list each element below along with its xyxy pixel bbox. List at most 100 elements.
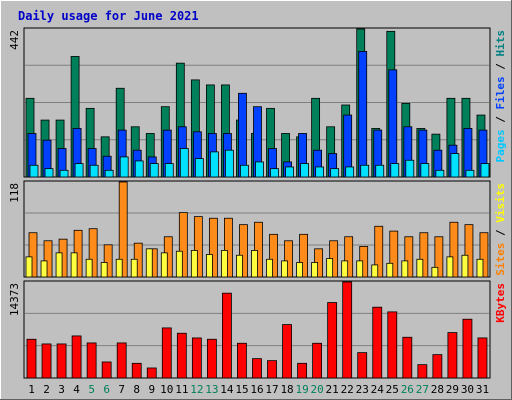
bar-sites-day-31 (476, 258, 484, 278)
bar-pages-day-20 (315, 166, 325, 178)
bar-visits-day-15 (239, 224, 248, 278)
bar-sites-day-16 (251, 250, 258, 278)
bar-kbytes-day-29 (447, 332, 458, 379)
bar-sites-day-8 (130, 258, 138, 278)
bar-pages-day-5 (89, 164, 99, 178)
visits-panel: 118 Sites / Visits (8, 180, 507, 278)
x-tick-label: 28 (431, 383, 444, 396)
bar-sites-day-20 (311, 262, 319, 278)
x-tick-label: 31 (476, 383, 489, 396)
bar-pages-day-30 (465, 169, 475, 178)
bar-pages-day-17 (270, 168, 279, 178)
bar-visits-day-1 (28, 232, 38, 278)
x-tick-label: 23 (356, 383, 369, 396)
bar-kbytes-day-11 (176, 332, 187, 379)
bar-kbytes-day-22 (342, 281, 353, 379)
bar-sites-day-23 (356, 260, 364, 278)
x-tick-label: 30 (461, 383, 474, 396)
bar-visits-day-5 (88, 228, 98, 278)
bar-visits-day-24 (374, 225, 384, 278)
x-tick-label: 15 (235, 383, 248, 396)
bar-kbytes-day-18 (282, 324, 292, 379)
bar-pages-day-3 (59, 169, 69, 178)
bar-sites-day-9 (145, 248, 153, 278)
legend-entry-hits: Hits (494, 30, 507, 57)
x-tick-label: 9 (148, 383, 155, 396)
bar-kbytes-day-10 (161, 327, 172, 379)
bar-pages-day-2 (44, 168, 54, 178)
bar-pages-day-14 (225, 149, 234, 178)
bar-pages-day-28 (435, 169, 445, 178)
y-max-label: 442 (8, 30, 21, 50)
bar-pages-day-22 (345, 166, 355, 178)
bar-visits-day-29 (449, 221, 459, 278)
bar-visits-day-28 (434, 236, 444, 278)
bar-visits-day-16 (254, 221, 263, 278)
bar-pages-day-29 (450, 153, 460, 178)
bar-sites-day-13 (205, 254, 213, 278)
y-max-label: 118 (8, 183, 21, 203)
bar-kbytes-day-12 (191, 337, 202, 379)
bar-sites-day-18 (281, 260, 288, 278)
bar-sites-day-29 (446, 256, 454, 278)
x-tick-label: 25 (386, 383, 399, 396)
x-tick-label: 16 (250, 383, 263, 396)
x-tick-label: 29 (446, 383, 459, 396)
bar-kbytes-day-6 (101, 361, 112, 379)
x-tick-label: 13 (205, 383, 218, 396)
bar-kbytes-day-20 (312, 342, 323, 379)
bar-visits-day-26 (404, 236, 414, 278)
bar-kbytes-day-25 (387, 311, 398, 379)
bar-sites-day-6 (100, 262, 108, 278)
bar-sites-day-27 (416, 258, 424, 278)
bar-pages-day-19 (300, 163, 309, 178)
bar-visits-day-17 (269, 233, 278, 278)
bar-sites-day-22 (341, 260, 349, 278)
bar-kbytes-day-26 (402, 336, 413, 379)
x-tick-label: 18 (280, 383, 293, 396)
legend-entry-kbytes: KBytes (494, 283, 507, 323)
bar-sites-day-30 (461, 254, 469, 278)
bar-sites-day-26 (401, 260, 409, 278)
bar-kbytes-day-17 (267, 360, 277, 379)
bar-pages-day-13 (209, 151, 219, 178)
bar-visits-day-13 (208, 217, 218, 278)
x-tick-label: 8 (133, 383, 140, 396)
bar-kbytes-day-30 (462, 318, 473, 379)
bar-kbytes-day-8 (131, 362, 142, 379)
kbytes-panel: 14373 KBytes (8, 280, 507, 379)
side-legend: Pages / Files / Hits (494, 30, 507, 163)
bar-kbytes-day-7 (116, 342, 127, 379)
bar-sites-day-15 (236, 254, 243, 278)
bar-pages-day-23 (360, 164, 370, 178)
x-tick-label: 1 (28, 383, 35, 396)
x-tick-label: 5 (88, 383, 95, 396)
bar-pages-day-4 (74, 163, 84, 178)
bar-visits-day-27 (419, 232, 429, 278)
bar-kbytes-day-3 (56, 343, 67, 379)
bar-kbytes-day-5 (86, 342, 97, 379)
x-tick-label: 12 (190, 383, 203, 396)
bar-sites-day-14 (221, 250, 228, 278)
bar-pages-day-1 (29, 164, 39, 178)
x-tick-label: 2 (43, 383, 50, 396)
bar-pages-day-24 (375, 164, 385, 178)
bar-pages-day-7 (119, 156, 129, 178)
bar-visits-day-18 (284, 240, 293, 278)
bar-sites-day-5 (85, 258, 93, 278)
bar-sites-day-25 (386, 262, 394, 278)
x-tick-label: 22 (341, 383, 354, 396)
bar-visits-day-25 (389, 230, 399, 278)
x-tick-label: 10 (160, 383, 173, 396)
y-max-label: 14373 (8, 283, 21, 316)
bar-files-day-23 (358, 51, 368, 178)
bar-pages-day-12 (194, 158, 204, 178)
bar-kbytes-day-19 (297, 362, 307, 379)
bar-kbytes-day-4 (71, 335, 82, 379)
bar-kbytes-day-21 (327, 302, 338, 379)
bar-sites-day-10 (160, 252, 168, 278)
bar-visits-day-19 (299, 233, 308, 278)
bar-files-day-25 (388, 69, 398, 178)
legend-entry-sites: Sites (494, 243, 507, 276)
